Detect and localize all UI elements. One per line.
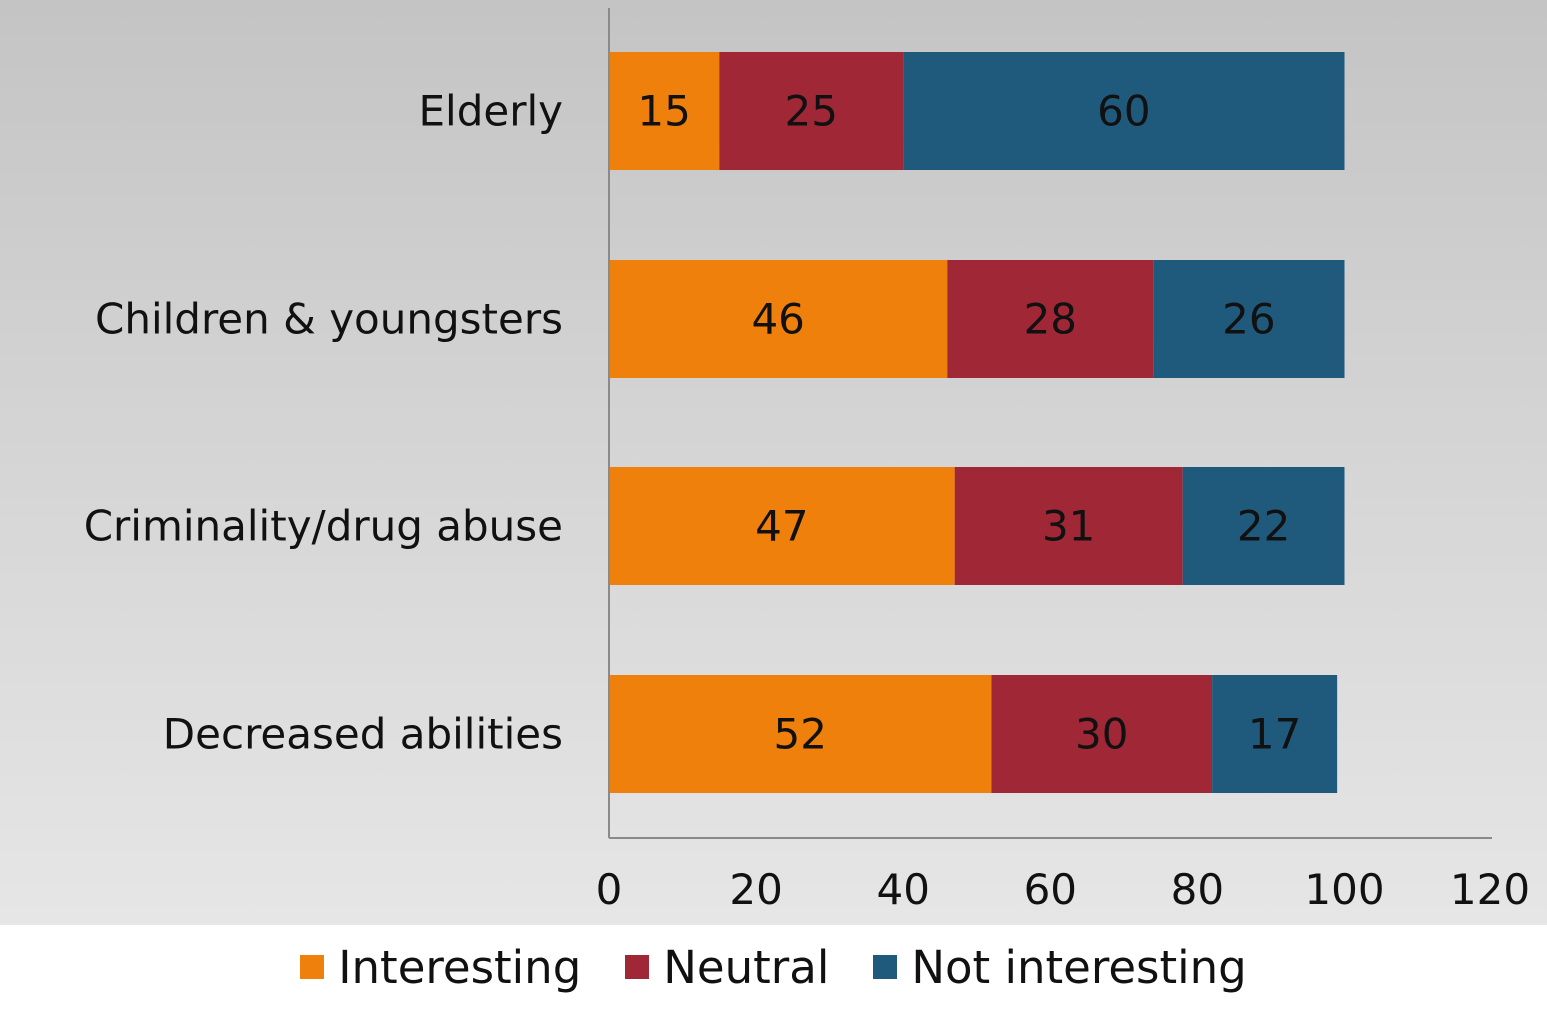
bar-decreased-abilities-neutral — [991, 675, 1213, 793]
bar-elderly-interesting — [609, 52, 720, 170]
data-label-children-youngsters-neutral: 28 — [1024, 295, 1077, 344]
bar-criminality-drug-abuse-not-interesting — [1182, 467, 1345, 585]
category-label-elderly: Elderly — [419, 87, 564, 136]
x-tick-label-20: 20 — [729, 865, 782, 914]
x-tick-label-120: 120 — [1450, 865, 1530, 914]
bar-elderly-not-interesting — [903, 52, 1345, 170]
data-label-elderly-interesting: 15 — [637, 87, 690, 136]
bar-criminality-drug-abuse-neutral — [954, 467, 1183, 585]
data-label-decreased-abilities-not-interesting: 17 — [1248, 710, 1301, 759]
x-tick-label-0: 0 — [596, 865, 623, 914]
x-tick-labels: 0 20 40 60 80 100 120 — [596, 865, 1530, 914]
legend-label-not-interesting: Not interesting — [911, 940, 1247, 994]
legend-item-not-interesting: Not interesting — [873, 940, 1247, 994]
legend: Interesting Neutral Not interesting — [0, 925, 1547, 1009]
legend-item-interesting: Interesting — [300, 941, 581, 994]
legend-item-neutral: Neutral — [625, 941, 829, 994]
bar-criminality-drug-abuse-interesting — [609, 467, 955, 585]
bars-layer — [609, 52, 1345, 793]
x-tick-label-40: 40 — [876, 865, 929, 914]
stacked-bar-chart: Elderly 15 25 60 Children & youngsters 46 28 26… — [84, 8, 1530, 914]
x-tick-label-80: 80 — [1171, 865, 1224, 914]
category-label-children-youngsters: Children & youngsters — [95, 295, 563, 344]
legend-swatch-neutral — [625, 955, 650, 979]
legend-label-interesting: Interesting — [338, 940, 582, 994]
bar-decreased-abilities-not-interesting — [1212, 675, 1338, 793]
data-label-decreased-abilities-interesting: 52 — [774, 710, 827, 759]
category-label-decreased-abilities: Decreased abilities — [163, 710, 563, 759]
legend-swatch-not-interesting — [873, 955, 898, 979]
bar-children-youngsters-neutral — [947, 260, 1154, 378]
bar-decreased-abilities-interesting — [609, 675, 992, 793]
x-tick-label-60: 60 — [1024, 865, 1077, 914]
category-label-criminality-drug-abuse: Criminality/drug abuse — [84, 502, 563, 551]
data-label-criminality-drug-abuse-neutral: 31 — [1042, 502, 1095, 551]
data-label-elderly-neutral: 25 — [785, 87, 838, 136]
data-label-children-youngsters-interesting: 46 — [751, 295, 804, 344]
data-label-criminality-drug-abuse-interesting: 47 — [755, 502, 808, 551]
chart-area: Elderly 15 25 60 Children & youngsters 46 28 26… — [0, 0, 1547, 925]
bar-children-youngsters-not-interesting — [1153, 260, 1345, 378]
legend-label-neutral: Neutral — [663, 940, 830, 994]
bar-elderly-neutral — [719, 52, 904, 170]
data-label-criminality-drug-abuse-not-interesting: 22 — [1237, 502, 1290, 551]
data-label-children-youngsters-not-interesting: 26 — [1222, 295, 1275, 344]
data-label-decreased-abilities-neutral: 30 — [1075, 710, 1128, 759]
data-label-elderly-not-interesting: 60 — [1097, 87, 1150, 136]
labels-layer: Elderly 15 25 60 Children & youngsters 46 28 26… — [84, 87, 1302, 759]
x-tick-label-100: 100 — [1304, 865, 1384, 914]
bar-children-youngsters-interesting — [609, 260, 948, 378]
legend-swatch-interesting — [300, 955, 325, 979]
